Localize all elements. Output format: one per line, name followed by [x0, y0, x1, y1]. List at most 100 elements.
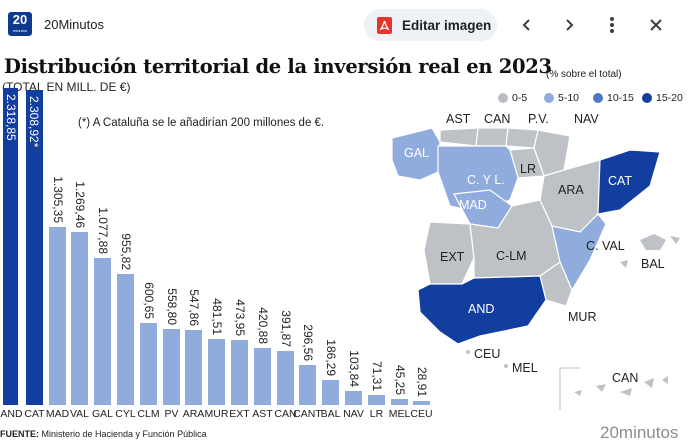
map-label: BAL — [641, 257, 665, 271]
bar-ara — [185, 330, 202, 405]
bar-category-label: CEU — [410, 408, 433, 420]
legend-swatch — [544, 93, 554, 103]
bar-ext — [231, 340, 248, 405]
edit-image-label: Editar imagen — [402, 17, 492, 33]
bar-gal — [94, 258, 111, 405]
edit-image-button[interactable]: Editar imagen — [364, 9, 497, 41]
bar-category-label: LR — [369, 408, 384, 420]
map-label: C. VAL — [586, 239, 625, 253]
bar-category-label: AND — [0, 408, 23, 420]
bar-lr — [368, 395, 385, 405]
bar-mel — [391, 399, 408, 405]
map-label: GAL — [404, 146, 429, 160]
bar-clm — [140, 323, 157, 405]
legend-label: 10-15 — [607, 92, 634, 104]
source-footer: FUENTE: Ministerio de Hacienda y Función… — [0, 429, 207, 439]
bar-category-label: MUR — [204, 408, 229, 420]
bar-value-label: 547,86 — [187, 289, 201, 326]
bar-value-label: 2.308,92* — [27, 96, 41, 148]
bar-category-label: AST — [252, 408, 273, 420]
chart-title: Distribución territorial de la inversión… — [4, 55, 552, 78]
chart-note: (*) A Cataluña se le añadirían 200 millo… — [78, 117, 325, 129]
bar-value-label: 296,56 — [301, 324, 315, 361]
map-label: CEU — [474, 347, 500, 361]
bar-category-label: CAT — [24, 408, 45, 420]
bar-value-label: 600,65 — [142, 282, 156, 319]
map-region-and — [417, 275, 547, 345]
map-region-bal-2 — [670, 236, 680, 244]
site-name[interactable]: 20Minutos — [44, 17, 104, 32]
map-region-can-islands — [574, 376, 668, 396]
bar-category-label: ARA — [182, 408, 205, 420]
map-label: MAD — [459, 198, 487, 212]
bar-value-label: 420,88 — [256, 307, 270, 344]
map-label: CAT — [608, 174, 632, 188]
bar-cyl — [117, 274, 134, 405]
legend-swatch — [498, 93, 508, 103]
brand-watermark: 20minutos — [600, 423, 679, 442]
legend-item: 10-15 — [593, 92, 634, 104]
map-label: EXT — [440, 250, 465, 264]
legend-item: 5-10 — [544, 92, 579, 104]
bar-and — [3, 88, 18, 405]
site-logo[interactable]: 20 minutos — [8, 12, 32, 36]
chevron-right-icon[interactable] — [557, 13, 581, 37]
map-label: C. Y L. — [467, 173, 505, 187]
bar-category-label: PV — [164, 408, 179, 420]
bar-category-label: CAN — [274, 408, 297, 420]
bar-ast — [254, 348, 271, 405]
bar-value-label: 558,80 — [165, 288, 179, 325]
map-label: ARA — [558, 183, 584, 197]
legend-swatch — [642, 93, 652, 103]
bar-cant — [299, 365, 316, 405]
map-label: P.V. — [528, 112, 549, 126]
map-label: MUR — [568, 310, 596, 324]
bar-value-label: 1.269,46 — [73, 181, 87, 228]
map-label: AST — [446, 112, 471, 126]
bar-ceu — [413, 401, 430, 405]
image-viewer-toolbar: 20 minutos 20Minutos Editar imagen — [0, 0, 690, 50]
legend-item: 15-20 — [642, 92, 683, 104]
legend-item: 0-5 — [498, 92, 527, 104]
more-vert-icon[interactable] — [600, 13, 624, 37]
map-label: LR — [520, 162, 536, 176]
map-label: AND — [468, 302, 494, 316]
bar-mad — [49, 227, 66, 405]
bar-value-label: 473,95 — [233, 299, 247, 336]
bar-value-label: 391,87 — [279, 310, 293, 347]
logo-number: 20 — [12, 12, 28, 27]
bar-value-label: 186,29 — [324, 339, 338, 376]
bar-category-label: VAL — [69, 408, 90, 420]
bar-value-label: 2.318,85 — [4, 94, 18, 141]
bar-can — [277, 351, 294, 405]
bar-nav — [345, 391, 362, 405]
spain-map: AST CAN P.V. NAV GAL LR C. Y L. ARA CAT MAD EXT C-L… — [391, 112, 680, 410]
logo-sub: minutos — [12, 28, 27, 33]
map-label: MEL — [512, 361, 538, 375]
legend-label: 15-20 — [656, 92, 683, 104]
legend-swatch — [593, 93, 603, 103]
legend-label: 0-5 — [512, 92, 528, 104]
bar-value-label: 955,82 — [119, 233, 133, 270]
chevron-left-icon[interactable] — [515, 13, 539, 37]
bar-mur — [208, 339, 225, 405]
map-region-gal — [391, 127, 441, 181]
map-label: CAN — [612, 371, 638, 385]
bar-pv — [163, 329, 180, 405]
map-region-mel — [504, 364, 508, 368]
bar-category-label: NAV — [343, 408, 364, 420]
bar-category-label: MAD — [45, 408, 70, 420]
bar-value-label: 481,51 — [210, 298, 224, 335]
pdf-icon — [377, 16, 392, 34]
bar-category-label: CLM — [137, 408, 160, 420]
map-region-bal — [640, 234, 666, 250]
bar-category-label: CYL — [115, 408, 136, 420]
bar-val — [71, 232, 88, 405]
map-region-ceu — [466, 350, 470, 354]
bar-category-label: GAL — [91, 408, 113, 420]
bar-value-label: 1.305,35 — [51, 176, 65, 223]
bar-category-label: EXT — [229, 408, 250, 420]
map-label: CAN — [484, 112, 510, 126]
close-icon[interactable] — [644, 13, 668, 37]
